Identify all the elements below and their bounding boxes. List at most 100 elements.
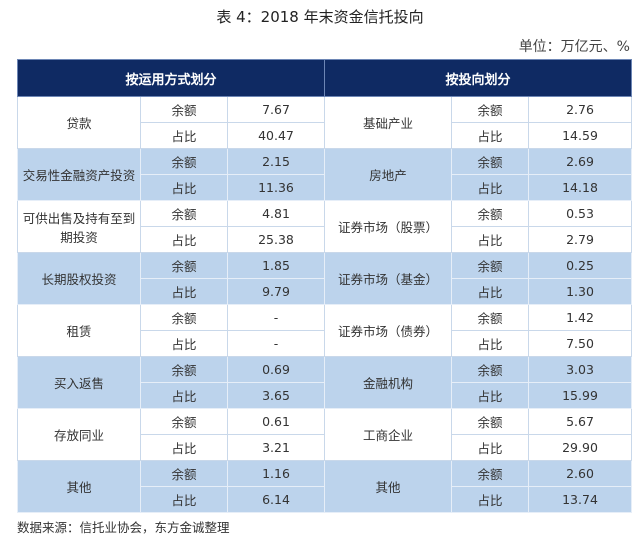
table-row: 占比 11.36 占比 14.18	[18, 174, 633, 201]
balance-label: 余额	[140, 252, 228, 279]
right-balance-value: 1.42	[527, 304, 633, 331]
unit-label: 单位：万亿元、%	[518, 39, 630, 55]
table-row: 占比 6.14 占比 13.74	[18, 486, 633, 513]
share-label: 占比	[140, 174, 228, 201]
share-label: 占比	[140, 434, 228, 461]
left-share-value: 3.65	[227, 382, 325, 409]
table-title: 表 4：2018 年末资金信托投向	[216, 8, 424, 26]
header-by-sector: 按投向划分	[323, 59, 633, 97]
left-balance-value: 7.67	[227, 96, 325, 123]
share-label: 占比	[451, 434, 529, 461]
right-balance-value: 2.69	[527, 148, 633, 175]
table-row: 占比 - 占比 7.50	[18, 330, 633, 357]
right-share-value: 15.99	[527, 382, 633, 409]
left-balance-value: 0.61	[227, 408, 325, 435]
right-category-name: 证券市场（股票）	[324, 200, 452, 253]
balance-label: 余额	[451, 148, 529, 175]
table-row: 占比 9.79 占比 1.30	[18, 278, 633, 305]
left-share-value: 40.47	[227, 122, 325, 149]
right-category-name: 房地产	[324, 148, 452, 201]
left-balance-value: 1.16	[227, 460, 325, 487]
right-share-value: 2.79	[527, 226, 633, 253]
share-label: 占比	[140, 122, 228, 149]
right-share-value: 29.90	[527, 434, 633, 461]
left-share-value: 3.21	[227, 434, 325, 461]
table-row: 可供出售及持有至到期投资 余额 4.81 证券市场（股票） 余额 0.53	[17, 200, 633, 253]
source-note: 数据来源：信托业协会，东方金诚整理	[17, 520, 230, 535]
balance-label: 余额	[451, 96, 529, 123]
left-share-value: 25.38	[227, 226, 325, 253]
right-share-value: 14.59	[527, 122, 633, 149]
left-balance-value: -	[227, 304, 325, 331]
balance-label: 余额	[140, 356, 228, 383]
share-label: 占比	[140, 382, 228, 409]
right-category-name: 证券市场（基金）	[324, 252, 452, 305]
table-row: 贷款 余额 7.67 基础产业 余额 2.76	[17, 96, 633, 149]
table-row: 交易性金融资产投资 余额 2.15 房地产 余额 2.69	[17, 148, 633, 201]
left-category-name: 租赁	[17, 304, 141, 357]
share-label: 占比	[451, 122, 529, 149]
right-balance-value: 0.25	[527, 252, 633, 279]
share-label: 占比	[451, 278, 529, 305]
left-balance-value: 4.81	[227, 200, 325, 227]
balance-label: 余额	[140, 200, 228, 227]
left-share-value: 11.36	[227, 174, 325, 201]
right-share-value: 13.74	[527, 486, 633, 513]
left-balance-value: 2.15	[227, 148, 325, 175]
table-row: 占比 25.38 占比 2.79	[18, 226, 633, 253]
table-row: 租赁 余额 - 证券市场（债券） 余额 1.42	[17, 304, 633, 357]
right-share-value: 1.30	[527, 278, 633, 305]
balance-label: 余额	[140, 408, 228, 435]
left-category-name: 长期股权投资	[17, 252, 141, 305]
right-category-name: 工商企业	[324, 408, 452, 461]
right-balance-value: 0.53	[527, 200, 633, 227]
balance-label: 余额	[140, 148, 228, 175]
balance-label: 余额	[451, 356, 529, 383]
share-label: 占比	[451, 330, 529, 357]
right-share-value: 14.18	[527, 174, 633, 201]
balance-label: 余额	[140, 460, 228, 487]
right-category-name: 金融机构	[324, 356, 452, 409]
left-balance-value: 0.69	[227, 356, 325, 383]
right-balance-value: 5.67	[527, 408, 633, 435]
balance-label: 余额	[451, 408, 529, 435]
share-label: 占比	[451, 226, 529, 253]
table-row: 存放同业 余额 0.61 工商企业 余额 5.67	[17, 408, 633, 461]
balance-label: 余额	[451, 460, 529, 487]
left-share-value: -	[227, 330, 325, 357]
left-category-name: 交易性金融资产投资	[17, 148, 141, 201]
right-balance-value: 2.76	[527, 96, 633, 123]
balance-label: 余额	[451, 304, 529, 331]
share-label: 占比	[140, 278, 228, 305]
right-category-name: 证券市场（债券）	[324, 304, 452, 357]
balance-label: 余额	[451, 252, 529, 279]
share-label: 占比	[451, 382, 529, 409]
table-row: 长期股权投资 余额 1.85 证券市场（基金） 余额 0.25	[17, 252, 633, 305]
share-label: 占比	[140, 486, 228, 513]
balance-label: 余额	[140, 304, 228, 331]
right-category-name: 基础产业	[324, 96, 452, 149]
balance-label: 余额	[451, 200, 529, 227]
table-row: 买入返售 余额 0.69 金融机构 余额 3.03	[17, 356, 633, 409]
left-balance-value: 1.85	[227, 252, 325, 279]
left-share-value: 9.79	[227, 278, 325, 305]
right-balance-value: 3.03	[527, 356, 633, 383]
table-row: 占比 40.47 占比 14.59	[18, 122, 633, 149]
table-row: 占比 3.65 占比 15.99	[18, 382, 633, 409]
share-label: 占比	[451, 486, 529, 513]
right-share-value: 7.50	[527, 330, 633, 357]
share-label: 占比	[451, 174, 529, 201]
right-category-name: 其他	[324, 460, 452, 513]
share-label: 占比	[140, 226, 228, 253]
table-row: 其他 余额 1.16 其他 余额 2.60	[17, 460, 633, 513]
trust-allocation-table: 按运用方式划分 按投向划分 贷款 余额 7.67 基础产业 余额 2.76 占比 40.47 占…	[17, 59, 633, 513]
left-category-name: 买入返售	[17, 356, 141, 409]
left-category-name: 其他	[17, 460, 141, 513]
right-balance-value: 2.60	[527, 460, 633, 487]
share-label: 占比	[140, 330, 228, 357]
balance-label: 余额	[140, 96, 228, 123]
header-by-use: 按运用方式划分	[17, 59, 325, 97]
left-share-value: 6.14	[227, 486, 325, 513]
left-category-name: 可供出售及持有至到期投资	[17, 200, 141, 253]
left-category-name: 存放同业	[17, 408, 141, 461]
